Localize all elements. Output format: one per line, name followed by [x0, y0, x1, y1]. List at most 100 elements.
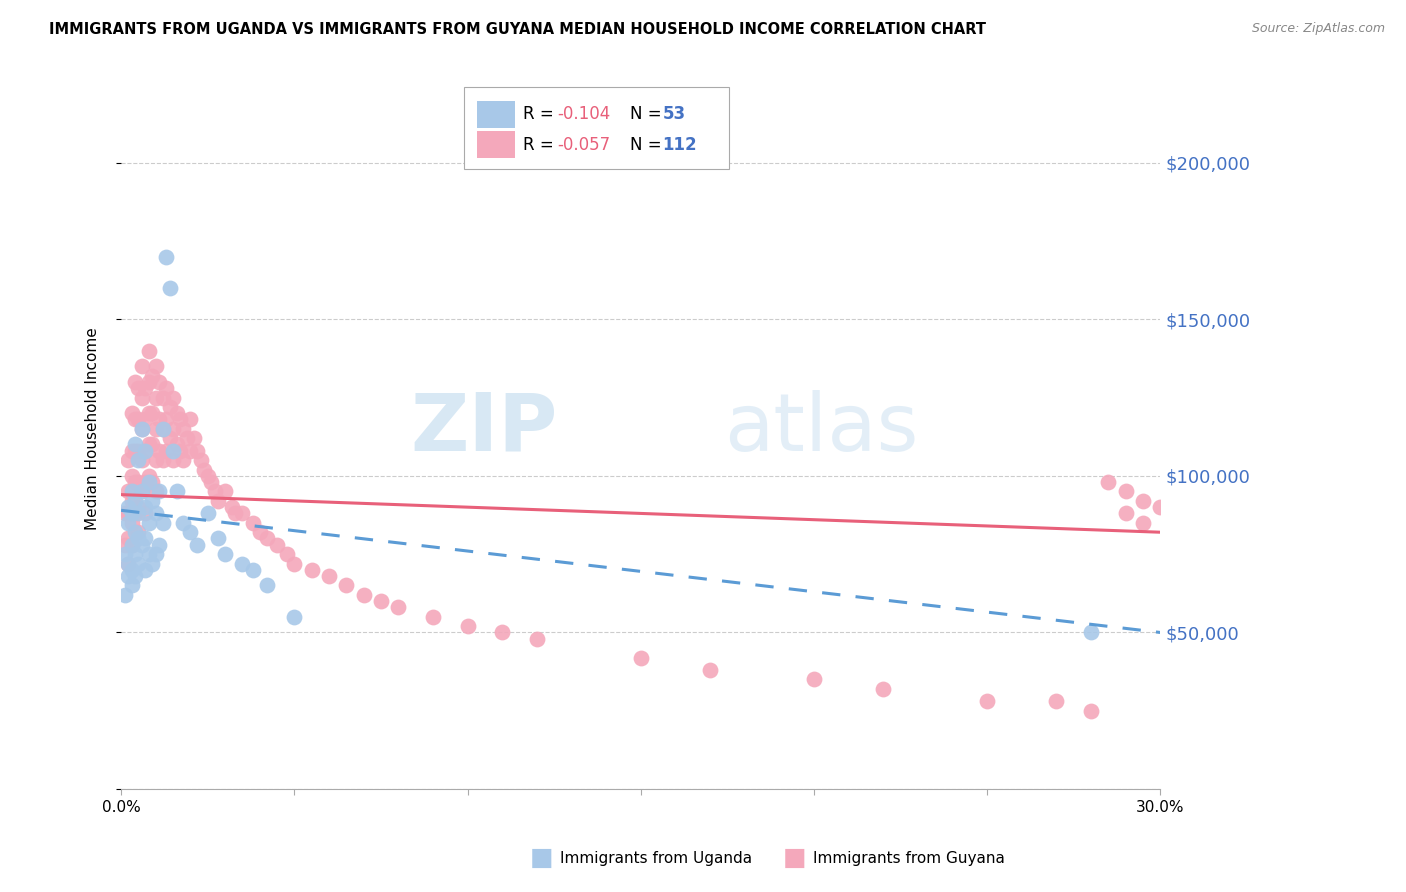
Point	[1115, 507, 1137, 521]
Point	[138, 516, 160, 530]
Point	[134, 507, 156, 521]
Point	[127, 557, 149, 571]
Point	[197, 507, 219, 521]
Point	[242, 563, 264, 577]
Point	[117, 569, 139, 583]
Point	[134, 443, 156, 458]
Point	[242, 516, 264, 530]
Point	[131, 484, 153, 499]
Point	[148, 375, 170, 389]
Point	[148, 538, 170, 552]
Point	[204, 484, 226, 499]
Point	[162, 391, 184, 405]
Point	[353, 588, 375, 602]
Point	[121, 443, 143, 458]
Point	[138, 468, 160, 483]
Point	[145, 422, 167, 436]
Point	[121, 538, 143, 552]
Point	[155, 412, 177, 426]
Point	[152, 391, 174, 405]
Point	[976, 694, 998, 708]
Point	[162, 453, 184, 467]
Text: Immigrants from Guyana: Immigrants from Guyana	[813, 851, 1004, 865]
Point	[141, 557, 163, 571]
Point	[872, 681, 894, 696]
Point	[155, 443, 177, 458]
Point	[141, 368, 163, 383]
Text: 112: 112	[662, 136, 697, 153]
Point	[134, 412, 156, 426]
Point	[166, 484, 188, 499]
Point	[145, 547, 167, 561]
Point	[173, 422, 195, 436]
Point	[179, 525, 201, 540]
Point	[117, 500, 139, 515]
Point	[249, 525, 271, 540]
Point	[179, 412, 201, 426]
Point	[134, 443, 156, 458]
Point	[283, 610, 305, 624]
FancyBboxPatch shape	[477, 101, 515, 128]
Point	[491, 625, 513, 640]
Point	[114, 538, 136, 552]
FancyBboxPatch shape	[477, 131, 515, 158]
Text: Source: ZipAtlas.com: Source: ZipAtlas.com	[1251, 22, 1385, 36]
Point	[159, 431, 181, 445]
Point	[1097, 475, 1119, 489]
Point	[186, 443, 208, 458]
Point	[124, 375, 146, 389]
Point	[186, 538, 208, 552]
Point	[117, 557, 139, 571]
Point	[117, 557, 139, 571]
Point	[200, 475, 222, 489]
Point	[148, 443, 170, 458]
Point	[1045, 694, 1067, 708]
Point	[138, 375, 160, 389]
Text: atlas: atlas	[724, 390, 918, 467]
Point	[124, 494, 146, 508]
Point	[387, 600, 409, 615]
Text: N =: N =	[630, 136, 662, 153]
Point	[141, 475, 163, 489]
Point	[127, 453, 149, 467]
Point	[121, 563, 143, 577]
Y-axis label: Median Household Income: Median Household Income	[86, 327, 100, 530]
Point	[155, 250, 177, 264]
Point	[117, 453, 139, 467]
Point	[114, 507, 136, 521]
Point	[138, 547, 160, 561]
Point	[121, 516, 143, 530]
Point	[152, 422, 174, 436]
Text: ■: ■	[783, 847, 806, 870]
Point	[131, 422, 153, 436]
Point	[138, 406, 160, 420]
Text: ZIP: ZIP	[411, 390, 558, 467]
Point	[124, 525, 146, 540]
Text: Immigrants from Uganda: Immigrants from Uganda	[560, 851, 752, 865]
Point	[335, 578, 357, 592]
Point	[127, 412, 149, 426]
Point	[207, 494, 229, 508]
Point	[121, 468, 143, 483]
Point	[134, 563, 156, 577]
Point	[224, 507, 246, 521]
Text: N =: N =	[630, 105, 662, 123]
Point	[526, 632, 548, 646]
Point	[121, 507, 143, 521]
Point	[131, 538, 153, 552]
Point	[173, 453, 195, 467]
Text: -0.104: -0.104	[558, 105, 610, 123]
Point	[155, 381, 177, 395]
Point	[176, 431, 198, 445]
Point	[148, 412, 170, 426]
Point	[190, 453, 212, 467]
Point	[699, 663, 721, 677]
Point	[124, 547, 146, 561]
Point	[630, 650, 652, 665]
Point	[166, 406, 188, 420]
Point	[283, 557, 305, 571]
Point	[214, 484, 236, 499]
Point	[1149, 500, 1171, 515]
Point	[131, 484, 153, 499]
Point	[231, 507, 253, 521]
